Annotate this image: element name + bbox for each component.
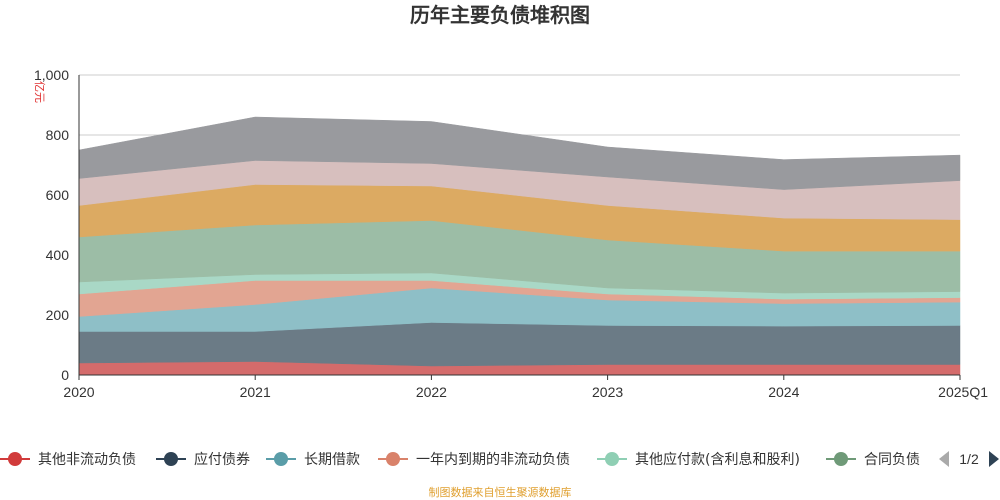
legend: 其他非流动负债 应付债券 长期借款 一年内到期的非流动负债 其他应付款(含利息和股利) 合… [0, 451, 920, 468]
legend-item[interactable]: 合同负债 [826, 452, 920, 468]
legend-marker-icon [274, 452, 288, 466]
y-tick-label: 200 [46, 307, 70, 323]
legend-prev-arrow-icon[interactable] [939, 451, 949, 467]
x-tick-label: 2020 [63, 384, 94, 400]
x-tick-label: 2024 [768, 384, 799, 400]
y-unit-label: 亿元 [33, 81, 46, 103]
legend-next-arrow-icon[interactable] [989, 451, 999, 467]
legend-label: 其他应付款(含利息和股利) [635, 451, 800, 468]
area-series [78, 116, 961, 376]
legend-label: 其他非流动负债 [38, 452, 136, 468]
x-tick-label: 2025Q1 [938, 384, 988, 400]
source-note: 制图数据来自恒生聚源数据库 [429, 485, 572, 499]
legend-marker-icon [605, 452, 619, 466]
y-tick-label: 600 [46, 187, 70, 203]
legend-label: 合同负债 [864, 452, 920, 468]
legend-page-indicator: 1/2 [959, 451, 979, 467]
legend-label: 一年内到期的非流动负债 [416, 452, 570, 468]
legend-marker-icon [164, 452, 178, 466]
legend-item[interactable]: 其他非流动负债 [0, 452, 136, 468]
legend-label: 应付债券 [194, 451, 250, 468]
legend-item[interactable]: 长期借款 [266, 452, 360, 468]
legend-item[interactable]: 其他应付款(含利息和股利) [597, 451, 800, 468]
y-tick-label: 1,000 [34, 67, 69, 83]
y-tick-label: 800 [46, 127, 70, 143]
axes: 0 200 400 600 800 1,000 2020 2021 2022 2023 2024 20… [34, 67, 988, 400]
y-tick-label: 0 [61, 367, 69, 383]
legend-item[interactable]: 应付债券 [156, 451, 250, 468]
legend-marker-icon [8, 452, 22, 466]
x-tick-label: 2021 [240, 384, 271, 400]
x-tick-label: 2023 [592, 384, 623, 400]
x-tick-label: 2022 [416, 384, 447, 400]
chart-title: 历年主要负债堆积图 [410, 3, 590, 27]
legend-item[interactable]: 一年内到期的非流动负债 [378, 452, 570, 468]
legend-pager: 1/2 [939, 451, 999, 467]
legend-marker-icon [386, 452, 400, 466]
y-tick-label: 400 [46, 247, 70, 263]
legend-label: 长期借款 [304, 452, 360, 468]
legend-marker-icon [834, 452, 848, 466]
area-series-9 [78, 116, 961, 190]
